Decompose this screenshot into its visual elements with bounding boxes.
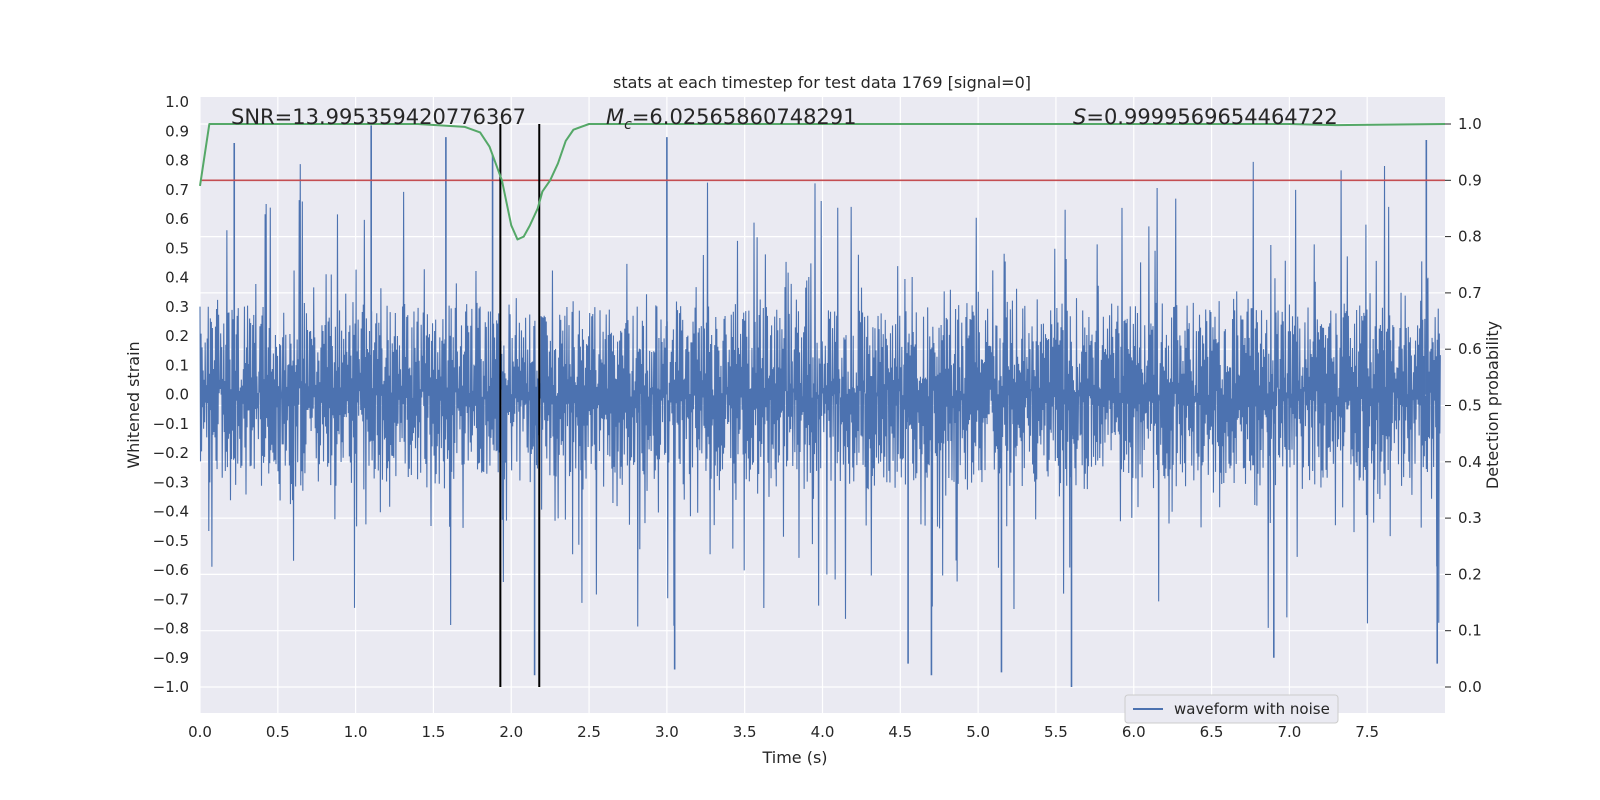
left-y-tick-label: 0.8 <box>165 152 189 170</box>
left-y-tick-label: 0.2 <box>165 327 189 345</box>
x-tick-label: 0.5 <box>266 723 290 741</box>
chirp-mass-symbol: M <box>606 105 624 129</box>
right-y-tick-label: 0.3 <box>1458 509 1482 527</box>
x-tick-label: 6.5 <box>1200 723 1224 741</box>
left-y-tick-label: −0.9 <box>153 649 189 667</box>
left-y-tick-label: −0.4 <box>153 503 189 521</box>
left-y-tick-label: 0.6 <box>165 210 189 228</box>
left-y-axis-label: Whitened strain <box>124 341 143 468</box>
left-y-tick-label: −0.2 <box>153 444 189 462</box>
snr-annotation: SNR=13.995359420776367 <box>231 105 526 129</box>
left-y-tick-label: −0.3 <box>153 473 189 491</box>
left-y-tick-label: 0.9 <box>165 122 189 140</box>
right-y-tick-label: 0.6 <box>1458 340 1482 358</box>
waveform-line <box>199 161 1441 628</box>
left-y-tick-label: 0.5 <box>165 239 189 257</box>
left-y-tick-label: −0.1 <box>153 415 189 433</box>
x-tick-label: 3.0 <box>655 723 679 741</box>
probability-series <box>199 123 1446 241</box>
right-y-axis-label: Detection probability <box>1483 321 1502 489</box>
x-axis-label: Time (s) <box>761 748 827 767</box>
x-tick-label: 4.5 <box>888 723 912 741</box>
legend-box <box>1124 694 1339 724</box>
left-y-tick-label: −0.7 <box>153 590 189 608</box>
right-y-axis-ticks: 1.0 0.9 0.8 0.7 0.6 0.5 0.4 0.3 0.2 0.1 0.0 <box>1445 115 1482 696</box>
left-y-axis-ticks: 1.0 0.9 0.8 0.7 0.6 0.5 0.4 0.3 0.2 0.1 0.0 −0.1 −0.… <box>153 93 189 696</box>
right-y-tick-label: 0.4 <box>1458 453 1482 471</box>
chirp-mass-annotation: Mc=6.02565860748291 <box>606 105 857 133</box>
legend: waveform with noise <box>1124 694 1339 724</box>
left-y-tick-label: 0.7 <box>165 181 189 199</box>
left-y-tick-label: −1.0 <box>153 678 189 696</box>
x-tick-label: 4.0 <box>811 723 835 741</box>
x-tick-label: 2.0 <box>499 723 523 741</box>
s-symbol: S <box>1073 105 1086 129</box>
s-value: =0.9999569654464722 <box>1086 105 1337 129</box>
right-y-tick-label: 0.1 <box>1458 622 1482 640</box>
left-y-tick-label: 0.3 <box>165 298 189 316</box>
legend-label: waveform with noise <box>1174 700 1330 718</box>
right-y-tick-label: 0.8 <box>1458 228 1482 246</box>
right-y-tick-label: 0.5 <box>1458 397 1482 415</box>
left-y-tick-label: 1.0 <box>165 93 189 111</box>
x-tick-label: 7.5 <box>1355 723 1379 741</box>
right-y-tick-label: 0.7 <box>1458 284 1482 302</box>
right-y-tick-label: 1.0 <box>1458 115 1482 133</box>
x-tick-label: 1.0 <box>344 723 368 741</box>
x-tick-label: 1.5 <box>422 723 446 741</box>
x-tick-label: 6.0 <box>1122 723 1146 741</box>
x-tick-label: 7.0 <box>1277 723 1301 741</box>
chirp-mass-subscript: c <box>624 117 632 133</box>
left-y-tick-label: 0.1 <box>165 356 189 374</box>
event-lines <box>499 124 541 687</box>
x-tick-label: 5.0 <box>966 723 990 741</box>
x-axis-ticks: 0.0 0.5 1.0 1.5 2.0 2.5 3.0 3.5 4.0 4.5 5.0 5.5 6.0 6… <box>188 723 1379 741</box>
waveform-series <box>199 125 1441 687</box>
chirp-mass-value: =6.02565860748291 <box>632 105 857 129</box>
x-tick-label: 0.0 <box>188 723 212 741</box>
left-y-tick-label: 0.0 <box>165 386 189 404</box>
x-tick-label: 5.5 <box>1044 723 1068 741</box>
chart-title: stats at each timestep for test data 176… <box>613 73 1031 92</box>
right-y-tick-label: 0.0 <box>1458 678 1482 696</box>
x-tick-label: 3.5 <box>733 723 757 741</box>
right-y-tick-label: 0.9 <box>1458 171 1482 189</box>
left-y-tick-label: 0.4 <box>165 269 189 287</box>
left-y-tick-label: −0.5 <box>153 532 189 550</box>
left-y-tick-label: −0.8 <box>153 620 189 638</box>
s-annotation: S=0.9999569654464722 <box>1073 105 1338 129</box>
left-y-tick-label: −0.6 <box>153 561 189 579</box>
x-tick-label: 2.5 <box>577 723 601 741</box>
right-y-tick-label: 0.2 <box>1458 565 1482 583</box>
probability-line <box>199 123 1446 241</box>
